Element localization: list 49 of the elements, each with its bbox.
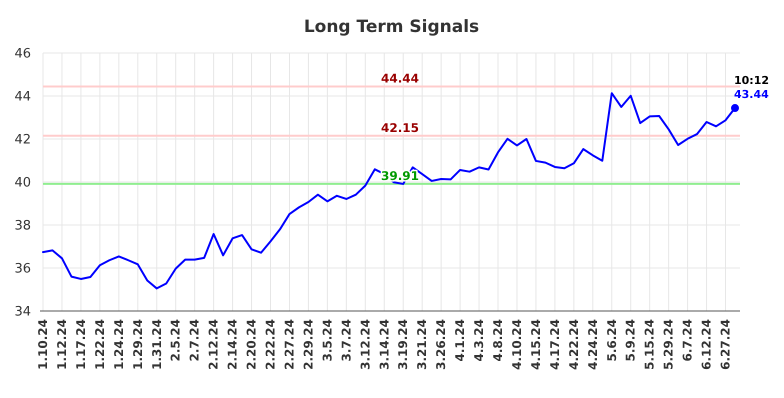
x-tick-label: 5.15.24 (642, 319, 657, 370)
x-tick-label: 3.5.24 (320, 319, 334, 362)
x-tick-label: 4.10.24 (510, 319, 524, 370)
x-tick-label: 1.31.24 (150, 319, 164, 370)
x-tick-label: 1.12.24 (54, 319, 69, 370)
x-tick-label: 3.19.24 (396, 319, 410, 370)
x-tick-label: 1.24.24 (112, 319, 126, 370)
y-tick-label: 34 (14, 304, 31, 320)
x-tick-label: 2.5.24 (168, 319, 183, 362)
x-tick-label: 4.1.24 (453, 319, 468, 362)
x-tick-label: 3.14.24 (377, 319, 392, 370)
x-tick-label: 5.6.24 (604, 319, 619, 362)
x-tick-label: 4.22.24 (566, 319, 581, 370)
x-tick-label: 4.15.24 (528, 319, 543, 370)
chart-title: Long Term Signals (304, 17, 480, 37)
x-tick-label: 2.14.24 (226, 319, 240, 370)
y-tick-label: 46 (14, 46, 31, 62)
y-tick-label: 44 (14, 90, 31, 105)
x-tick-label: 1.10.24 (36, 319, 50, 370)
x-tick-label: 3.21.24 (415, 319, 430, 370)
x-tick-label: 1.22.24 (92, 319, 107, 370)
x-tick-label: 2.12.24 (206, 319, 221, 370)
x-tick-label: 4.17.24 (548, 319, 562, 370)
y-tick-label: 36 (14, 262, 31, 277)
annotation: 10:12 (734, 74, 770, 88)
x-tick-label: 5.9.24 (624, 319, 638, 362)
y-tick-label: 40 (14, 176, 31, 191)
data-label: 43.44 (734, 88, 770, 102)
ref-line-label: 44.44 (381, 72, 419, 86)
x-tick-label: 2.20.24 (244, 319, 259, 370)
x-tick-label: 2.7.24 (188, 319, 202, 362)
x-tick-label: 4.8.24 (491, 319, 506, 362)
y-tick-label: 42 (14, 132, 31, 148)
x-tick-label: 1.17.24 (74, 319, 88, 370)
x-tick-label: 6.27.24 (718, 319, 733, 370)
x-tick-label: 2.29.24 (301, 319, 316, 370)
x-tick-label: 3.7.24 (339, 319, 354, 362)
x-tick-label: 3.26.24 (434, 319, 448, 370)
x-tick-label: 1.29.24 (130, 319, 145, 370)
x-tick-label: 6.7.24 (680, 319, 695, 362)
y-tick-label: 38 (14, 218, 31, 234)
x-tick-label: 4.3.24 (472, 319, 486, 362)
x-tick-label: 4.24.24 (586, 319, 600, 370)
x-tick-label: 2.27.24 (282, 319, 296, 370)
x-tick-label: 3.12.24 (358, 319, 372, 370)
x-tick-label: 5.29.24 (662, 319, 676, 370)
x-tick-label: 6.12.24 (700, 319, 714, 370)
ref-line-label: 42.15 (381, 120, 419, 135)
x-tick-label: 2.22.24 (264, 319, 278, 370)
